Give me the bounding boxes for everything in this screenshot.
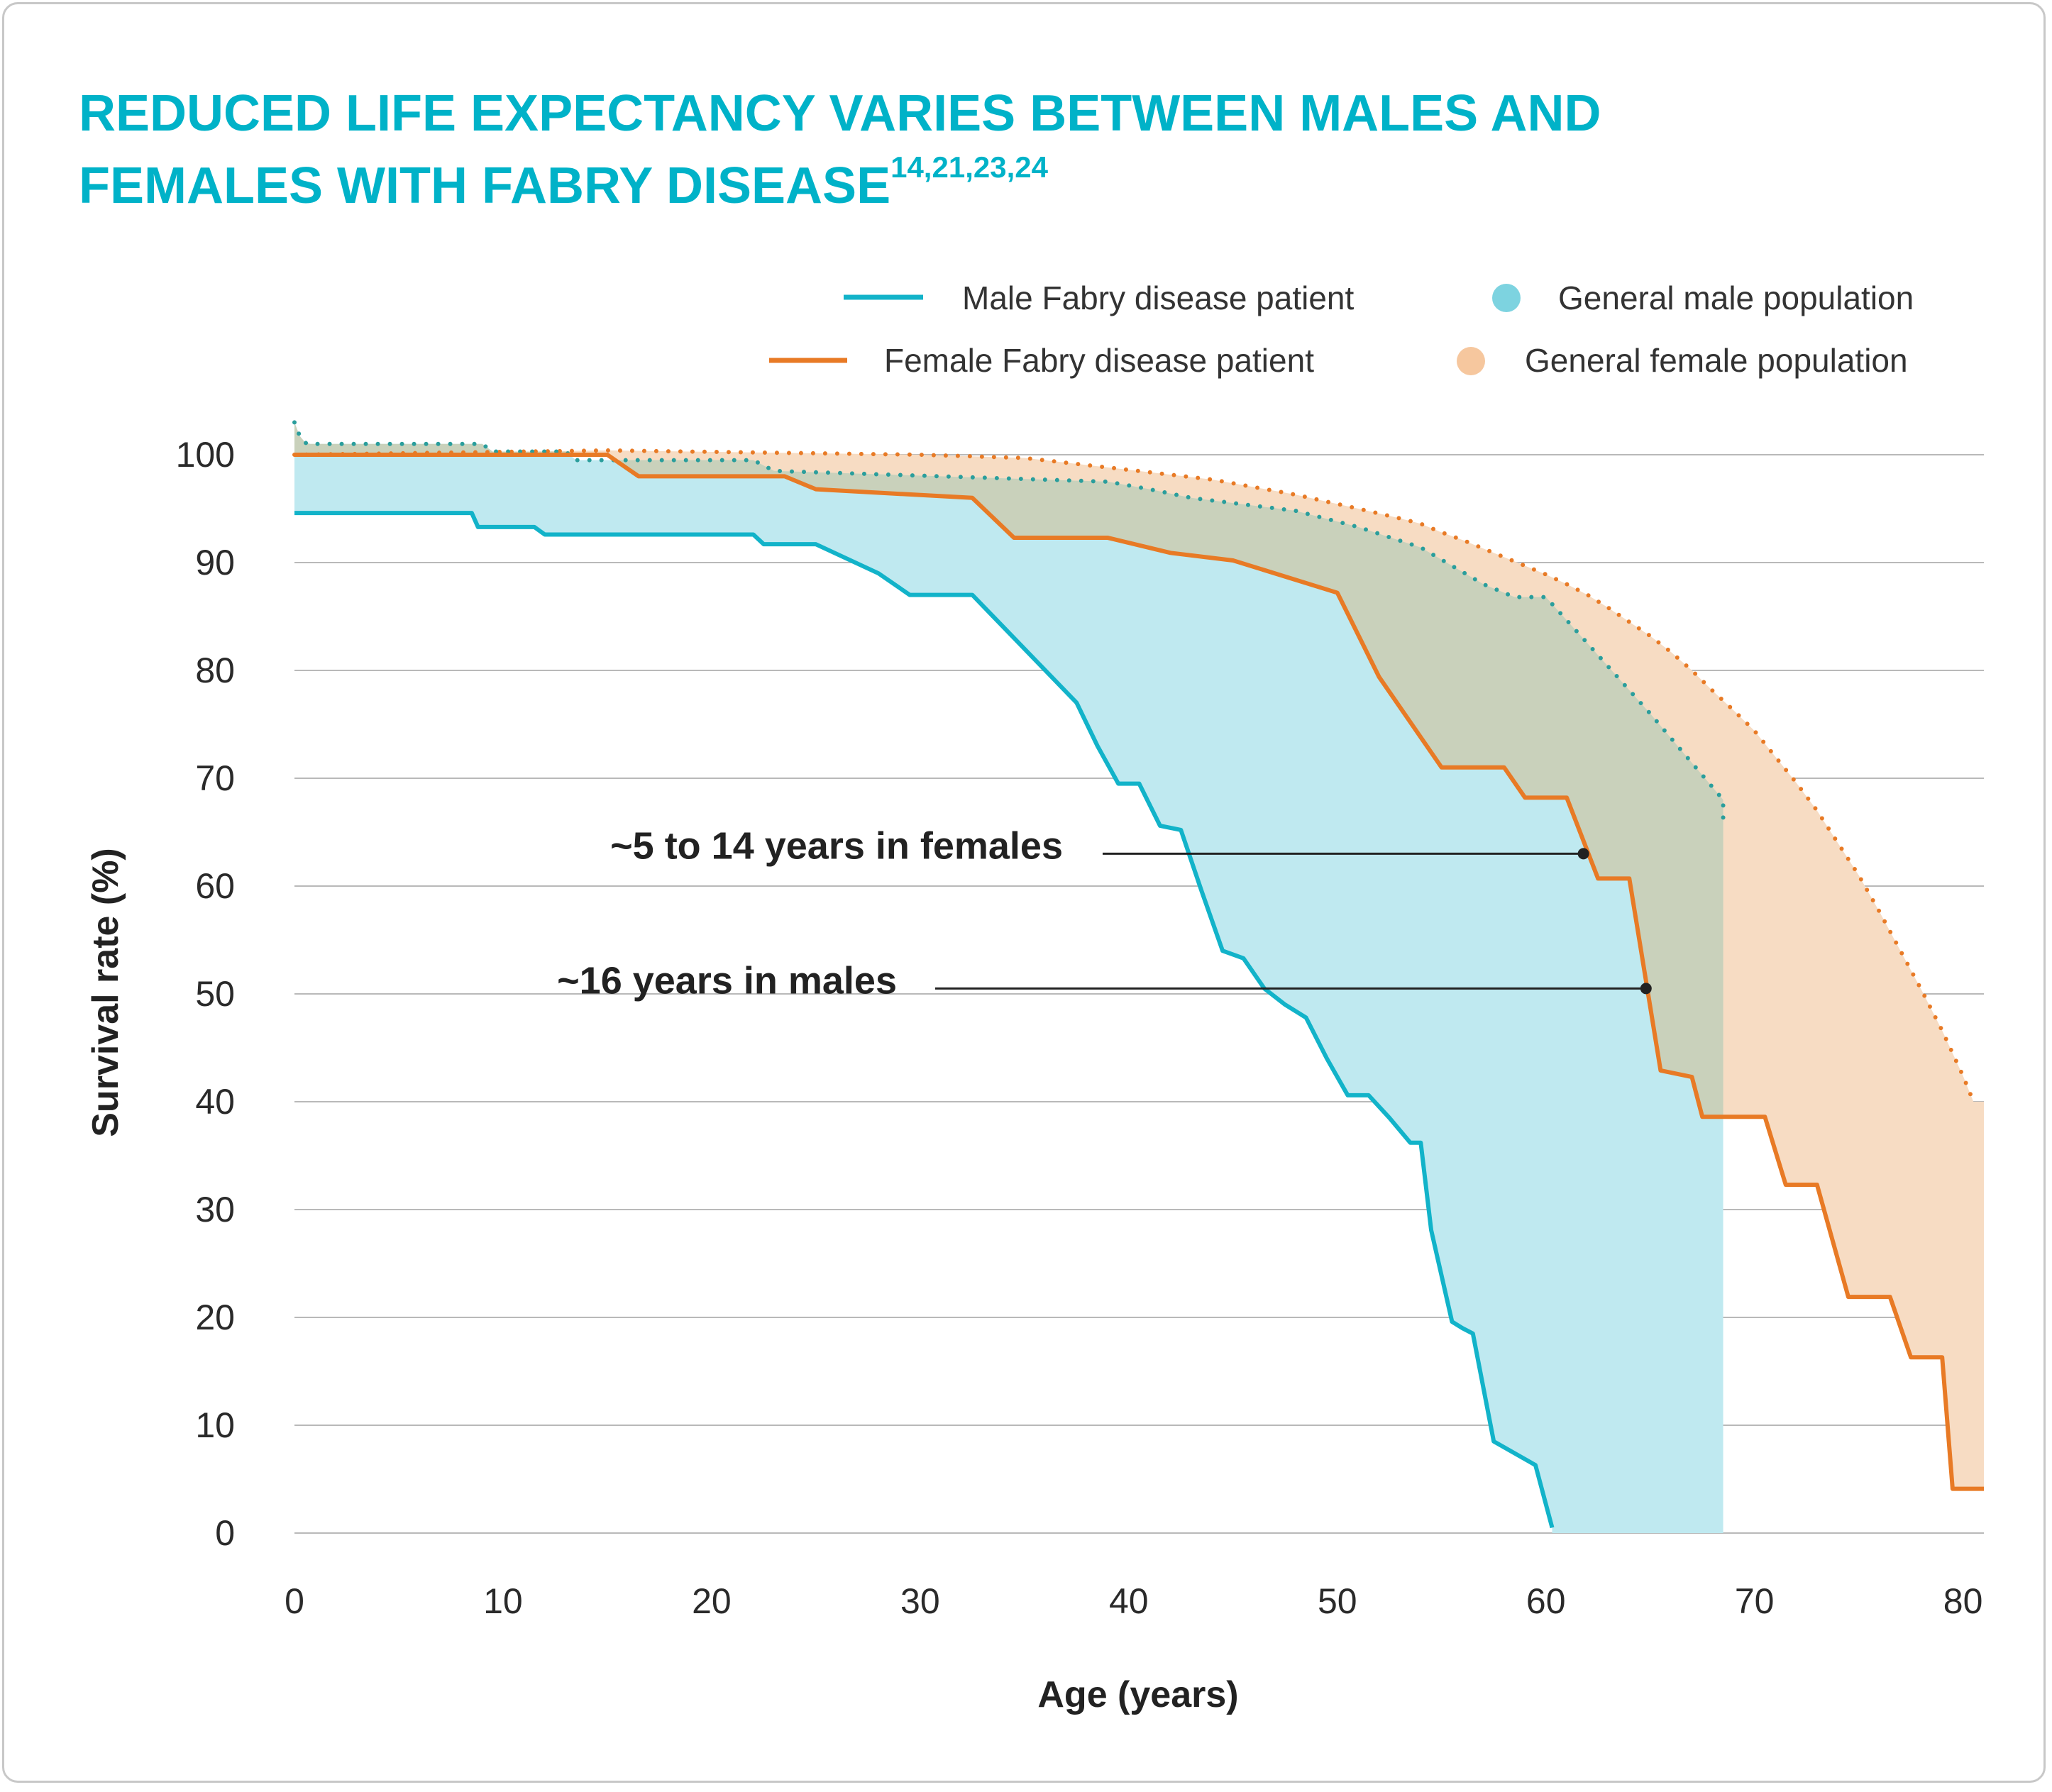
y-tick-label: 20 xyxy=(195,1298,235,1337)
x-axis-title: Age (years) xyxy=(1037,1674,1238,1715)
legend-male-general-dot-marker xyxy=(1492,284,1521,312)
y-axis-ticks: 0 10 20 30 40 50 60 70 80 90 100 xyxy=(176,435,235,1553)
y-tick-label: 0 xyxy=(215,1513,235,1553)
chart-title-superscript: 14,21,23,24 xyxy=(890,150,1049,184)
y-tick-label: 70 xyxy=(195,758,235,798)
x-tick-label: 10 xyxy=(483,1581,523,1621)
y-tick-label: 30 xyxy=(195,1190,235,1229)
x-tick-label: 60 xyxy=(1526,1581,1566,1621)
x-tick-label: 30 xyxy=(900,1581,940,1621)
annotations: ~5 to 14 years in females ~16 years in ma… xyxy=(557,824,1652,1002)
x-axis-ticks: 0 10 20 30 40 50 60 70 80 xyxy=(285,1581,1982,1621)
series-general-male-population xyxy=(292,420,1726,824)
overlap-area xyxy=(294,422,1723,1117)
x-tick-label: 20 xyxy=(692,1581,732,1621)
chart-title-line-2: FEMALES WITH FABRY DISEASE14,21,23,24 xyxy=(79,150,1049,214)
series-female-fabry-patient xyxy=(294,453,1984,1491)
annotation-label: ~5 to 14 years in females xyxy=(610,824,1063,867)
legend-male-fabry-label: Male Fabry disease patient xyxy=(962,280,1355,316)
legend-female-fabry-label: Female Fabry disease patient xyxy=(884,342,1314,379)
y-axis-title: Survival rate (%) xyxy=(85,848,126,1137)
x-tick-label: 70 xyxy=(1735,1581,1775,1621)
legend-male-general-label: General male population xyxy=(1558,280,1914,316)
legend-female-general-label: General female population xyxy=(1525,342,1908,379)
chart-canvas: REDUCED LIFE EXPECTANCY VARIES BETWEEN M… xyxy=(79,85,1984,1715)
y-tick-label: 90 xyxy=(195,543,235,582)
annotation-point xyxy=(1640,983,1652,995)
y-tick-label: 100 xyxy=(176,435,235,475)
annotation-point xyxy=(1577,848,1589,860)
x-tick-label: 40 xyxy=(1109,1581,1149,1621)
annotation-label: ~16 years in males xyxy=(557,959,897,1002)
series-lines xyxy=(292,420,1984,1529)
chart-title-line-1: REDUCED LIFE EXPECTANCY VARIES BETWEEN M… xyxy=(79,85,1601,142)
y-tick-label: 80 xyxy=(195,651,235,690)
x-tick-label: 80 xyxy=(1943,1581,1983,1621)
series-general-female-population xyxy=(292,448,1976,1104)
legend-female-general-dot-marker xyxy=(1457,347,1485,375)
y-tick-label: 60 xyxy=(195,866,235,906)
x-tick-label: 0 xyxy=(285,1581,304,1621)
area-fills xyxy=(294,422,1984,1533)
y-tick-label: 40 xyxy=(195,1082,235,1122)
y-tick-label: 50 xyxy=(195,974,235,1014)
y-tick-label: 10 xyxy=(195,1405,235,1445)
male-gap-area xyxy=(294,422,1723,1533)
legend: Male Fabry disease patient General male … xyxy=(769,280,1914,379)
series-male-fabry-patient xyxy=(294,511,1555,1529)
chart-title-line-2-text: FEMALES WITH FABRY DISEASE xyxy=(79,157,890,214)
x-tick-label: 50 xyxy=(1318,1581,1357,1621)
